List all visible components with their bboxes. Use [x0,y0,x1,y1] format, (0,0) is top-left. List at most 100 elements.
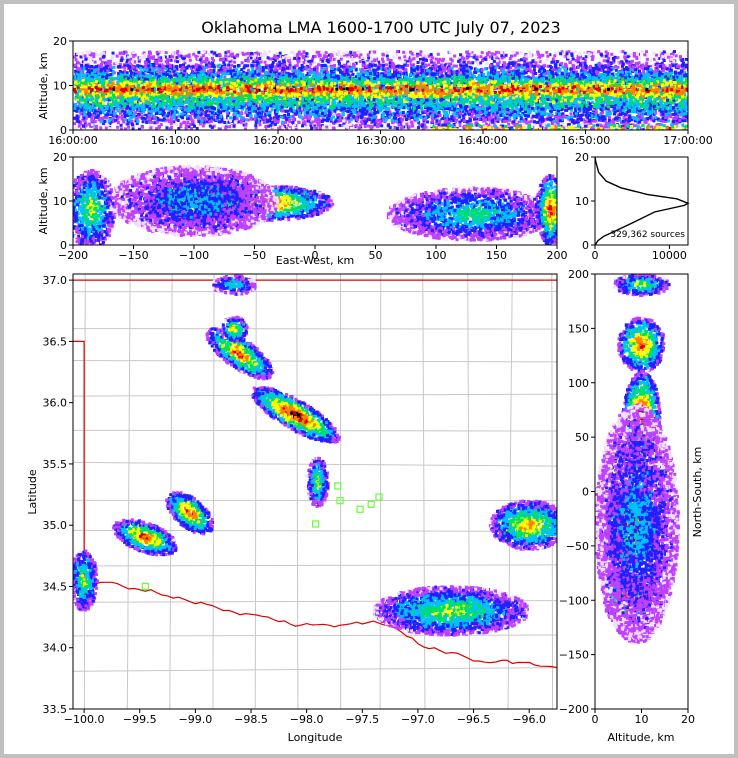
time-height-cell [289,72,293,76]
time-height-cell [675,113,679,116]
time-height-cell [333,52,337,56]
time-height-cell [223,118,227,122]
time-height-cell [452,122,456,126]
time-height-cell [538,60,542,63]
time-height-cell [321,59,325,63]
time-height-cell [579,123,583,127]
time-height-cell [81,51,85,55]
time-height-cell [283,69,287,73]
time-height-cell [618,50,622,54]
time-height-cell [566,99,570,102]
time-height-cell [183,61,187,65]
time-height-cell [254,53,258,57]
time-height-cell [149,56,153,60]
time-height-cell [466,60,470,64]
time-height-cell [462,124,466,128]
time-height-cell [517,120,521,124]
time-height-cell [457,70,461,74]
time-height-cell [246,51,250,55]
time-height-cell [211,59,215,63]
time-height-cell [508,57,512,61]
time-height-cell [73,126,77,130]
time-height-cell [92,72,96,76]
time-height-cell [331,126,335,130]
time-height-cell [127,125,131,129]
time-height-cell [232,68,236,72]
time-height-cell [423,123,426,127]
time-height-cell [388,126,392,129]
time-height-cell [131,127,135,130]
time-height-cell [567,50,571,54]
time-height-cell [242,79,246,83]
time-height-cell [131,123,134,127]
time-height-cell [187,53,191,57]
time-height-cell [165,109,169,113]
time-height-cell [310,59,314,63]
time-height-cell [410,68,414,72]
time-height-cell [112,109,115,113]
time-height-cell [370,59,374,63]
time-height-cell [312,61,316,64]
time-height-cell [218,53,222,57]
time-height-cell [88,50,92,54]
time-height-cell [259,60,263,64]
time-height-cell [369,111,372,115]
time-height-cell [457,59,461,63]
time-height-cell [620,120,623,124]
time-height-cell [302,61,306,64]
time-height-cell [435,122,439,126]
time-height-cell [555,121,559,124]
time-height-cell [179,125,183,129]
time-height-cell [498,58,501,61]
time-height-cell [416,61,420,64]
time-height-cell [325,71,329,74]
time-height-cell [591,118,594,122]
time-height-cell [125,106,129,110]
time-height-cell [437,60,441,64]
time-height-cell [284,62,288,66]
time-height-cell [271,125,275,129]
time-height-cell [309,115,312,119]
time-height-cell [424,109,427,113]
time-height-cell [408,62,412,66]
time-height-cell [306,113,310,117]
time-height-cell [479,113,483,117]
time-height-cell [121,109,125,113]
time-height-cell [141,65,145,69]
time-height-cell [213,51,217,55]
time-height-cell [685,74,688,78]
time-height-cell [138,58,142,62]
time-height-cell [182,120,186,124]
time-height-cell [589,53,593,57]
time-height-cell [231,100,235,104]
time-height-cell [487,124,491,128]
time-height-cell [519,51,523,55]
time-height-cell [264,127,268,130]
time-height-cell [124,99,128,103]
time-height-cell [325,76,329,80]
time-height-cell [174,67,178,70]
time-height-cell [80,115,84,119]
time-height-cell [645,61,649,65]
time-height-cell [234,54,238,58]
time-height-cell [110,55,114,58]
time-height-cell [85,50,89,54]
time-height-cell [481,59,484,63]
time-height-cell [528,68,532,72]
time-height-cell [343,64,347,68]
time-height-cell [582,118,586,122]
time-height-cell [612,121,616,125]
time-height-cell [129,71,133,75]
time-height-cell [175,55,179,59]
time-height-cell [156,59,160,62]
time-height-cell [668,113,672,117]
time-height-cell [451,62,455,66]
time-height-cell [569,112,573,116]
time-height-cell [335,121,339,125]
time-height-cell [570,54,574,58]
time-height-cell [337,63,341,67]
time-height-cell [76,117,80,121]
time-height-cell [666,55,670,59]
time-height-cell [548,53,552,57]
